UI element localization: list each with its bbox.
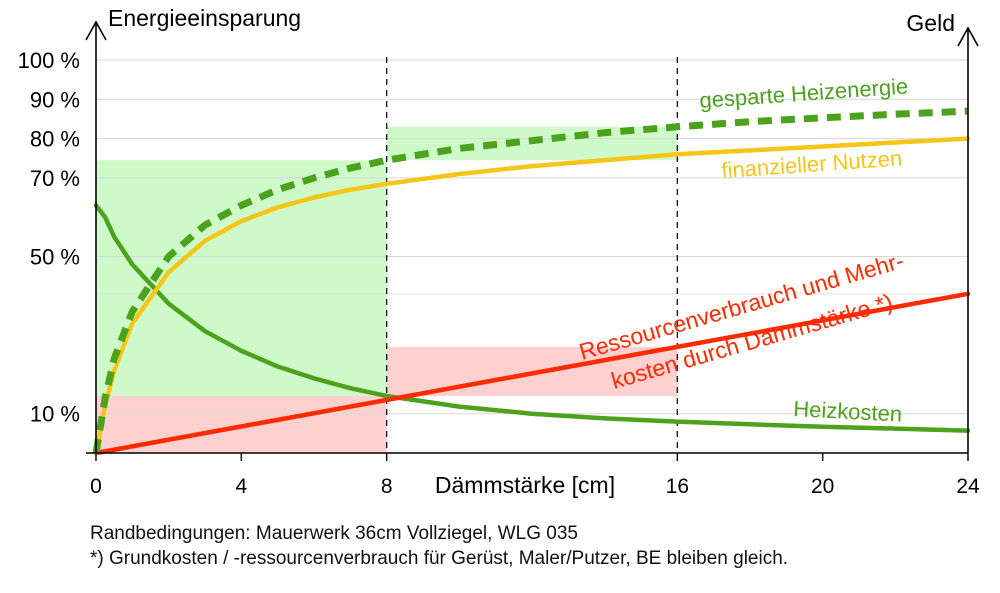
- series-line-3: [93, 203, 971, 433]
- x-tick-label: 8: [381, 475, 393, 498]
- y-tick-label: 50 %: [30, 245, 80, 270]
- y-tick-label: 80 %: [30, 127, 80, 152]
- x-tick-label: 24: [956, 475, 980, 498]
- y-tick-label: 70 %: [30, 166, 80, 191]
- chart: 0 4 8 16 20 24 100 % 90 % 80 % 70 % 50 % 10 % Energi…: [18, 5, 980, 498]
- y2-axis-arrow: [957, 26, 979, 47]
- x-tick-label: 20: [811, 475, 834, 498]
- x-axis-title: Dämmstärke [cm]: [435, 472, 615, 498]
- note-boundary-conditions: Randbedingungen: Mauerwerk 36cm Vollzieg…: [90, 523, 578, 544]
- series-line-1: [93, 136, 971, 456]
- y-tick-label: 90 %: [30, 87, 80, 112]
- x-tick-label: 0: [90, 475, 102, 498]
- note-footnote: *) Grundkosten / -ressourcenverbrauch fü…: [90, 548, 789, 569]
- x-tick-label: 16: [666, 475, 689, 498]
- y-axis-title: Energieeinsparung: [108, 5, 301, 31]
- x-tick-label: 4: [235, 475, 247, 498]
- shaded-region-green-0: [96, 160, 387, 397]
- y-tick-label: 100 %: [18, 48, 80, 73]
- chart-notes: Randbedingungen: Mauerwerk 36cm Vollzieg…: [90, 521, 788, 571]
- y-axis-arrow: [85, 20, 107, 41]
- series-label-gesparte-heizenergie: gesparte Heizenergie: [699, 73, 909, 113]
- series-line-2: [93, 291, 971, 456]
- y-tick-label: 10 %: [30, 402, 80, 427]
- y2-axis-title: Geld: [906, 10, 955, 36]
- series-line-0: [92, 107, 969, 454]
- series-label-heizkosten: Heizkosten: [793, 396, 903, 427]
